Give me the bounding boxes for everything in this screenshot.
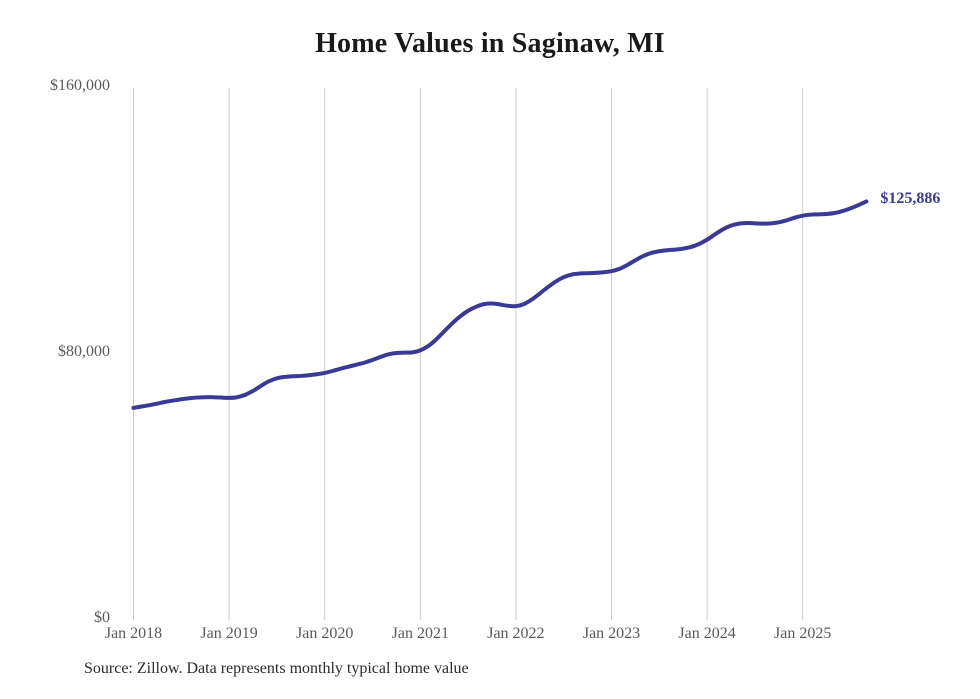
source-caption: Source: Zillow. Data represents monthly … [84,660,469,677]
x-axis-tick-label: Jan 2018 [104,625,163,642]
x-axis-tick-label: Jan 2022 [487,625,545,642]
x-axis-tick-label: Jan 2023 [582,625,641,642]
x-axis-tick-label: Jan 2021 [391,625,449,642]
end-value-annotation: $125,886 [880,190,941,208]
y-axis-tick-label: $0 [94,609,110,626]
x-axis-tick-label: Jan 2024 [678,625,736,642]
x-axis-tick-label: Jan 2020 [296,625,354,642]
series-line [131,199,869,410]
gridlines [133,88,804,620]
x-axis-tick-label: Jan 2025 [774,625,832,642]
y-axis-tick-label: $160,000 [50,77,110,94]
y-axis-tick-label: $80,000 [58,343,110,360]
data-series [131,199,869,410]
chart-title: Home Values in Saginaw, MI [315,28,665,59]
x-axis-tick-label: Jan 2019 [200,625,258,642]
